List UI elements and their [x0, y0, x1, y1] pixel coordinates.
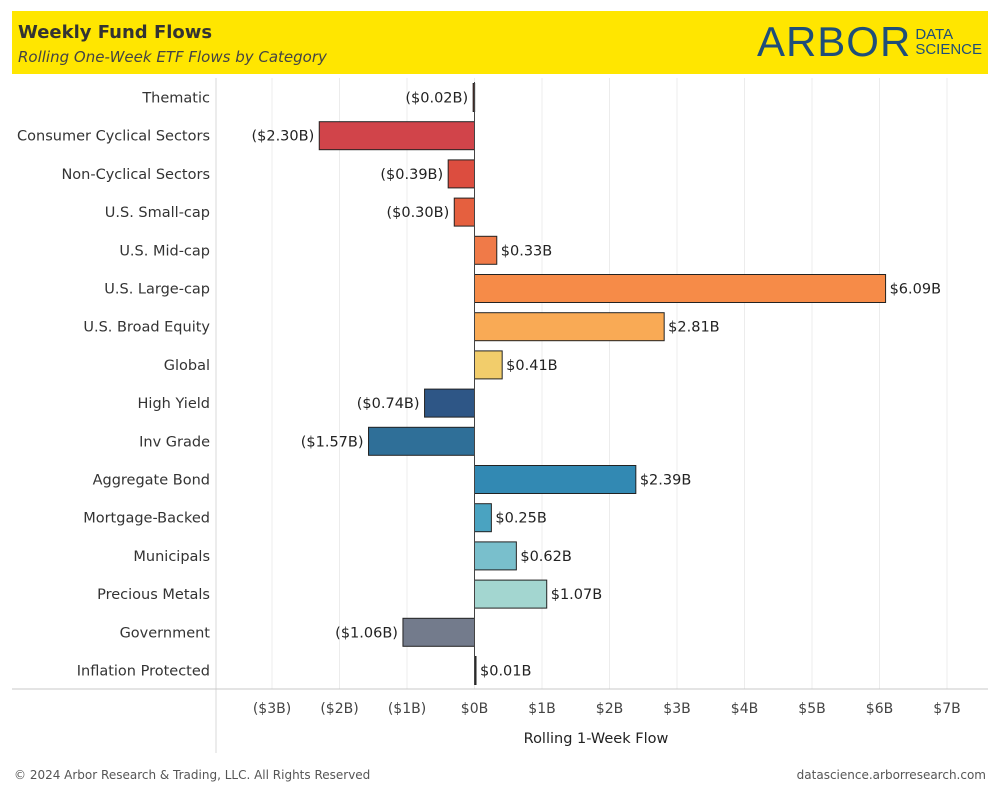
category-label: U.S. Broad Equity: [83, 320, 210, 336]
data-label: $0.33B: [501, 243, 552, 259]
bar: [474, 541, 517, 571]
bar: [474, 350, 503, 380]
x-tick-label: $1B: [528, 701, 555, 717]
data-label: ($1.06B): [335, 625, 398, 641]
data-label: $6.09B: [890, 282, 941, 298]
x-tick-label: $4B: [731, 701, 758, 717]
bar: [447, 159, 475, 189]
category-label: Non-Cyclical Sectors: [61, 167, 210, 183]
logo-wordmark: ARBOR: [756, 18, 912, 65]
x-tick-label: ($3B): [253, 701, 291, 717]
bar: [318, 121, 475, 151]
category-label: Aggregate Bond: [93, 473, 210, 489]
x-tick-label: ($1B): [388, 701, 426, 717]
bar: [474, 235, 498, 265]
data-label: $1.07B: [551, 587, 602, 603]
data-label: $0.41B: [506, 358, 557, 374]
data-label: $2.39B: [640, 473, 691, 489]
logo-sub-science: SCIENCE: [915, 41, 982, 58]
category-label: High Yield: [138, 396, 210, 412]
arbor-logo: ARBOR DATA SCIENCE: [757, 19, 982, 65]
x-tick-label: $7B: [933, 701, 960, 717]
category-label: Inv Grade: [139, 434, 210, 450]
logo-subtext: DATA SCIENCE: [915, 27, 982, 57]
x-tick-label: $6B: [866, 701, 893, 717]
category-label: U.S. Small-cap: [105, 205, 210, 221]
data-label: $0.62B: [520, 549, 571, 565]
x-tick-label: $2B: [596, 701, 623, 717]
bar: [474, 312, 665, 342]
bar: [402, 617, 476, 647]
chart-title: Weekly Fund Flows: [18, 22, 213, 43]
bar: [474, 274, 887, 303]
x-tick-label: $3B: [663, 701, 690, 717]
x-tick-label: $5B: [798, 701, 825, 717]
copyright-text: © 2024 Arbor Research & Trading, LLC. Al…: [14, 768, 371, 782]
bar: [474, 465, 637, 494]
category-label: Consumer Cyclical Sectors: [17, 129, 210, 145]
data-label: ($0.74B): [357, 396, 420, 412]
bar: [424, 388, 475, 418]
bar: [474, 579, 548, 609]
data-label: ($0.30B): [386, 205, 449, 221]
bar: [368, 426, 475, 456]
category-label: Mortgage-Backed: [83, 511, 210, 527]
category-label: Municipals: [133, 549, 210, 565]
x-tick-label: $0B: [461, 701, 488, 717]
x-tick-label: ($2B): [320, 701, 358, 717]
data-label: ($0.02B): [405, 91, 468, 107]
title-banner: Weekly Fund Flows Rolling One-Week ETF F…: [12, 11, 988, 74]
category-label: Thematic: [141, 91, 210, 107]
category-label: U.S. Large-cap: [104, 282, 210, 298]
bar: [453, 197, 475, 227]
logo-sub-data: DATA: [915, 26, 954, 43]
x-axis-title: Rolling 1-Week Flow: [524, 731, 669, 747]
data-label: $0.01B: [480, 664, 531, 680]
bar: [474, 503, 492, 533]
data-label: $0.25B: [495, 511, 546, 527]
category-label: U.S. Mid-cap: [119, 243, 210, 259]
data-label: ($2.30B): [251, 129, 314, 145]
category-label: Precious Metals: [97, 587, 210, 603]
category-label: Global: [164, 358, 210, 374]
data-label: $2.81B: [668, 320, 719, 336]
site-link[interactable]: datascience.arborresearch.com: [796, 768, 986, 782]
data-label: ($1.57B): [301, 434, 364, 450]
category-label: Inflation Protected: [77, 664, 210, 680]
chart-subtitle: Rolling One-Week ETF Flows by Category: [18, 48, 327, 66]
data-label: ($0.39B): [380, 167, 443, 183]
category-label: Government: [120, 625, 211, 641]
